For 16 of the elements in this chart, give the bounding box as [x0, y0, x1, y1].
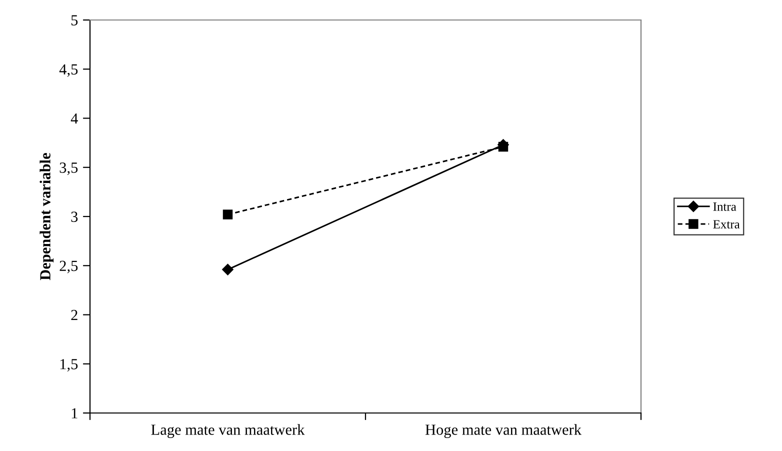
- y-tick-label: 3: [71, 212, 78, 222]
- y-tick-label: 1: [72, 408, 78, 418]
- point: [222, 264, 234, 276]
- y-tick-label: 2,5: [60, 260, 78, 274]
- y-tick-label: 4: [70, 113, 78, 124]
- x-tick-label: Lage mate van maatwerk: [151, 424, 305, 438]
- point: [222, 210, 233, 220]
- y-tick-label: 4,5: [59, 64, 78, 77]
- legend-label: Extra: [713, 220, 740, 228]
- y-tick-label: 3,5: [60, 162, 78, 176]
- y-tick-label: 5: [71, 15, 78, 26]
- y-tick-label: 1,5: [60, 359, 78, 372]
- x-tick-label: Hoge mate van maatwerk: [425, 424, 582, 438]
- y-tick-label: 2: [71, 310, 78, 320]
- y-axis-title: Dependent variable: [40, 153, 54, 280]
- legend-label: Intra: [713, 202, 736, 211]
